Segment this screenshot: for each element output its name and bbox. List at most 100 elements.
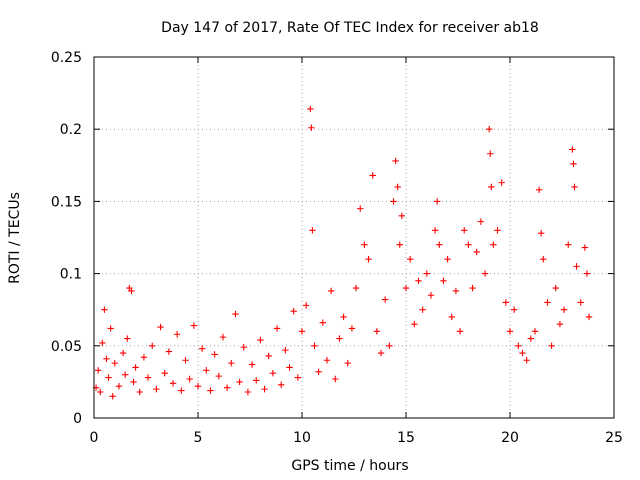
data-point bbox=[153, 385, 160, 393]
data-point bbox=[394, 183, 401, 191]
data-point bbox=[465, 241, 472, 248]
data-point bbox=[406, 255, 414, 263]
y-tick-label: 0.2 bbox=[60, 122, 82, 138]
data-point bbox=[103, 355, 110, 362]
data-point bbox=[198, 345, 206, 352]
data-point bbox=[186, 375, 193, 383]
data-point bbox=[585, 313, 593, 321]
data-point bbox=[165, 348, 173, 355]
data-point bbox=[565, 241, 572, 248]
data-point bbox=[531, 328, 539, 335]
data-point bbox=[361, 241, 368, 248]
data-point bbox=[473, 248, 480, 256]
x-axis-label: GPS time / hours bbox=[291, 458, 408, 474]
data-point bbox=[290, 307, 297, 315]
data-point bbox=[434, 198, 441, 205]
data-point bbox=[377, 349, 385, 357]
data-point bbox=[419, 306, 426, 313]
x-tick-label: 5 bbox=[194, 430, 203, 446]
data-point bbox=[194, 383, 202, 390]
data-point bbox=[236, 378, 243, 386]
data-point bbox=[94, 367, 102, 374]
data-point bbox=[527, 335, 534, 342]
data-point bbox=[269, 370, 277, 377]
data-point bbox=[136, 388, 143, 396]
data-point bbox=[182, 357, 189, 364]
y-tick-label: 0.25 bbox=[51, 50, 82, 66]
data-point bbox=[431, 227, 439, 234]
data-point bbox=[207, 387, 214, 394]
data-point bbox=[519, 349, 526, 357]
data-point bbox=[494, 227, 501, 234]
tick-labels: 0 5 10 15 20 25 0 0.05 0.1 0.15 0.2 0.25 bbox=[51, 50, 623, 446]
y-tick-label: 0 bbox=[73, 411, 82, 427]
data-point bbox=[307, 105, 314, 113]
data-point bbox=[223, 384, 231, 391]
data-point bbox=[365, 255, 372, 263]
data-point bbox=[477, 218, 485, 225]
x-tick-label: 25 bbox=[605, 430, 623, 446]
data-point bbox=[535, 186, 543, 194]
data-point bbox=[99, 339, 106, 347]
data-point bbox=[248, 361, 256, 368]
data-point bbox=[569, 146, 576, 153]
data-point bbox=[311, 342, 318, 349]
data-point bbox=[336, 335, 343, 342]
data-point bbox=[510, 306, 518, 313]
data-point bbox=[111, 359, 118, 367]
x-tick-label: 15 bbox=[397, 430, 415, 446]
data-point bbox=[244, 388, 252, 396]
data-point bbox=[571, 183, 578, 191]
data-point bbox=[540, 255, 547, 263]
grid bbox=[94, 57, 614, 418]
data-point bbox=[115, 383, 123, 390]
data-point bbox=[101, 306, 108, 313]
data-point bbox=[294, 374, 302, 381]
data-point bbox=[190, 322, 198, 329]
data-point bbox=[240, 344, 247, 351]
data-point bbox=[257, 336, 264, 344]
plot-frame bbox=[93, 56, 615, 419]
data-point bbox=[352, 284, 360, 292]
data-point bbox=[215, 372, 222, 380]
data-point bbox=[161, 370, 168, 377]
data-point bbox=[382, 296, 389, 303]
data-point bbox=[149, 342, 156, 349]
axis-ticks bbox=[93, 56, 615, 419]
data-point bbox=[157, 323, 164, 331]
data-point bbox=[298, 328, 306, 335]
data-point bbox=[502, 299, 510, 306]
data-point bbox=[319, 319, 326, 326]
data-point bbox=[128, 287, 135, 295]
y-tick-label: 0.05 bbox=[51, 339, 82, 355]
data-point bbox=[323, 357, 331, 364]
data-point bbox=[286, 364, 293, 371]
data-point bbox=[415, 277, 422, 285]
data-point bbox=[556, 320, 564, 328]
data-point bbox=[448, 313, 455, 321]
data-point bbox=[309, 227, 316, 234]
data-point bbox=[552, 284, 559, 292]
data-point bbox=[308, 124, 315, 131]
data-point bbox=[278, 381, 285, 388]
x-tick-label: 0 bbox=[90, 430, 99, 446]
data-point bbox=[97, 388, 104, 396]
data-point bbox=[332, 375, 339, 383]
data-point bbox=[327, 287, 335, 295]
data-point bbox=[386, 342, 393, 349]
data-point bbox=[440, 277, 447, 285]
data-point bbox=[461, 227, 468, 234]
data-point bbox=[469, 284, 476, 292]
data-point bbox=[506, 328, 514, 335]
data-point bbox=[261, 385, 268, 393]
data-point bbox=[523, 357, 530, 364]
data-point bbox=[169, 380, 177, 387]
data-point bbox=[302, 302, 310, 309]
x-tick-label: 20 bbox=[501, 430, 519, 446]
data-point bbox=[119, 349, 127, 357]
data-point bbox=[577, 299, 584, 306]
data-point bbox=[265, 352, 272, 360]
data-point bbox=[232, 310, 239, 318]
data-point bbox=[544, 299, 551, 306]
